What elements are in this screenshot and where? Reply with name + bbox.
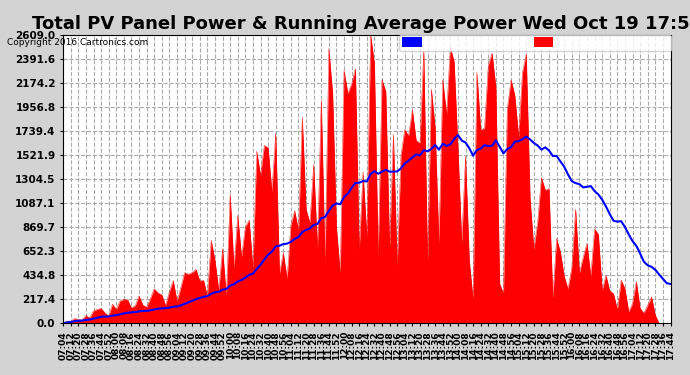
Legend: Average  (DC Watts), PV Panels  (DC Watts): Average (DC Watts), PV Panels (DC Watts) xyxy=(400,34,671,51)
Text: Copyright 2016 Cartronics.com: Copyright 2016 Cartronics.com xyxy=(7,38,148,47)
Title: Total PV Panel Power & Running Average Power Wed Oct 19 17:51: Total PV Panel Power & Running Average P… xyxy=(32,15,690,33)
